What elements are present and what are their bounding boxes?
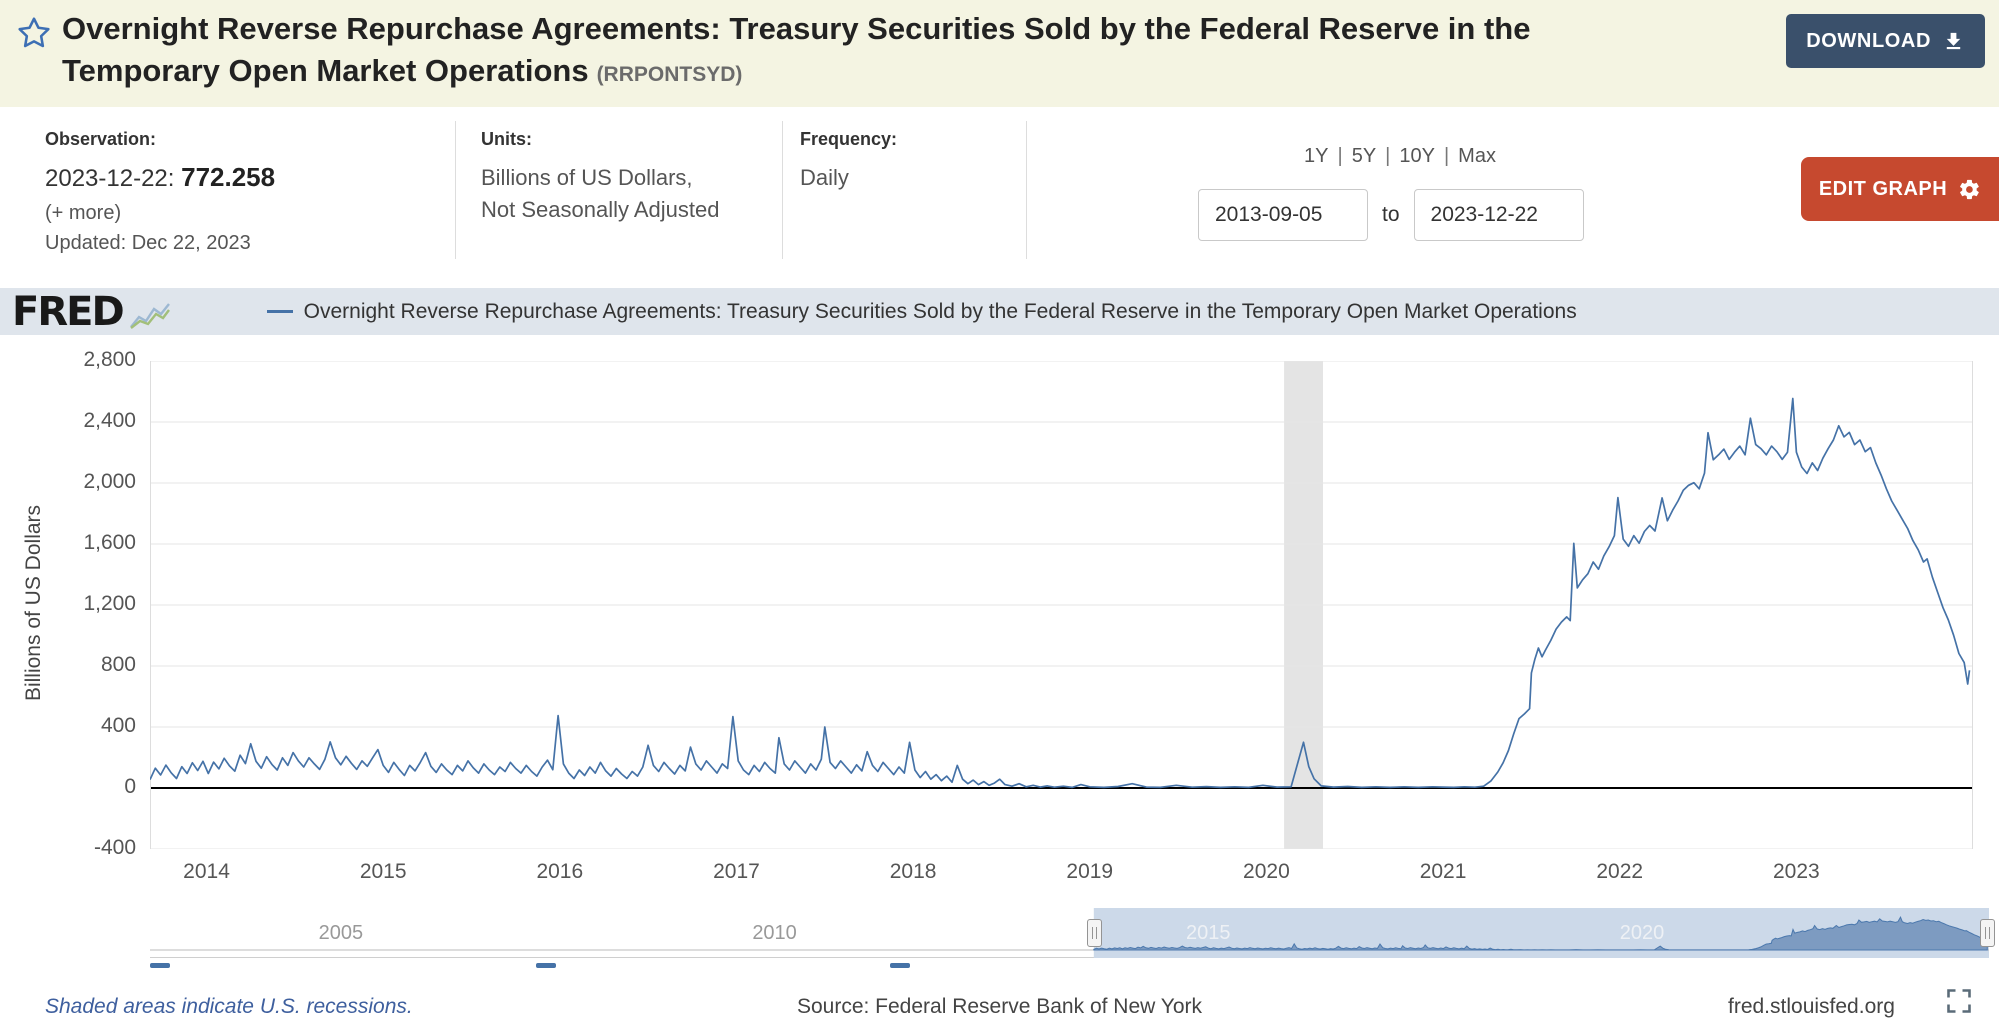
updated-date: Updated: Dec 22, 2023 <box>45 232 251 254</box>
meta-bar: Observation: 2023-12-22: 772.258 (+ more… <box>0 107 1999 268</box>
date-from-input[interactable] <box>1198 189 1368 241</box>
download-label: DOWNLOAD <box>1806 29 1931 52</box>
divider <box>455 121 456 259</box>
divider <box>782 121 783 259</box>
x-axis-tick-label: 2018 <box>889 860 937 883</box>
download-icon <box>1946 32 1961 49</box>
x-axis-tick-label: 2016 <box>536 860 584 883</box>
navigator[interactable]: 2005 2010 2015 2020 <box>150 908 1995 958</box>
y-axis-tick-label: 400 <box>100 714 136 737</box>
main-chart-plot[interactable] <box>150 361 1973 849</box>
fred-logo-chart-icon <box>129 302 170 329</box>
page-title: Overnight Reverse Repurchase Agreements:… <box>62 11 1531 88</box>
navigator-handle-right[interactable] <box>1980 919 1995 947</box>
cutoff-legend-dash <box>890 963 910 968</box>
navigator-year-label: 2010 <box>752 922 797 944</box>
legend-line-swatch <box>266 310 293 313</box>
y-axis-tick-label: 2,000 <box>83 470 136 493</box>
range-shortcuts: 1Y | 5Y | 10Y | Max <box>1230 145 1570 168</box>
series-header: Overnight Reverse Repurchase Agreements:… <box>0 0 1999 107</box>
edit-graph-button[interactable]: EDIT GRAPH <box>1801 157 1999 221</box>
observation-value-line: 2023-12-22: 772.258 <box>45 162 276 192</box>
observation-block: Observation: 2023-12-22: 772.258 (+ more… <box>45 129 275 262</box>
divider <box>1026 121 1027 259</box>
fred-logo: FRED <box>12 288 171 335</box>
gear-icon <box>1960 179 1979 199</box>
y-axis-tick-label: 2,800 <box>83 348 136 371</box>
favorite-star-icon[interactable] <box>16 15 52 51</box>
range-separator: | <box>1443 145 1450 167</box>
fullscreen-icon[interactable] <box>1944 987 1974 1017</box>
navigator-year-label: 2005 <box>318 922 364 944</box>
navigator-handle-left[interactable] <box>1086 919 1102 947</box>
range-separator: | <box>1337 145 1343 167</box>
x-axis-tick-label: 2020 <box>1243 860 1290 883</box>
range-5y[interactable]: 5Y <box>1351 145 1377 167</box>
series-id: (RRPONTSYD) <box>596 62 743 86</box>
x-axis-tick-label: 2021 <box>1419 860 1467 883</box>
range-max[interactable]: Max <box>1458 145 1496 167</box>
units-block: Units: Billions of US Dollars, Not Season… <box>481 129 720 226</box>
date-to-input[interactable] <box>1413 189 1584 241</box>
graph-header-band: FRED Overnight Reverse Repurchase Agreem… <box>0 288 1999 335</box>
download-button[interactable]: DOWNLOAD <box>1786 14 1985 68</box>
x-axis-tick-label: 2022 <box>1596 860 1644 883</box>
chart-legend: Overnight Reverse Repurchase Agreements:… <box>266 299 1577 324</box>
navigator-year-label: 2020 <box>1619 922 1665 944</box>
units-value: Billions of US Dollars, Not Seasonally Ad… <box>481 165 720 222</box>
units-label: Units: <box>481 129 532 149</box>
range-10y[interactable]: 10Y <box>1399 145 1435 167</box>
cutoff-legend-dash <box>150 963 170 968</box>
recessions-note-link[interactable]: Shaded areas indicate U.S. recessions. <box>45 995 413 1018</box>
observation-label: Observation: <box>45 129 157 149</box>
observation-value: 772.258 <box>181 162 276 192</box>
source-text: Source: Federal Reserve Bank of New York <box>796 995 1203 1018</box>
more-observations-link[interactable]: (+ more) <box>45 202 122 224</box>
x-axis-tick-label: 2017 <box>713 860 760 883</box>
x-axis-tick-label: 2023 <box>1772 860 1820 883</box>
navigator-year-label: 2015 <box>1186 922 1231 944</box>
legend-label: Overnight Reverse Repurchase Agreements:… <box>303 299 1577 323</box>
x-axis-tick-label: 2019 <box>1066 860 1114 883</box>
x-axis-tick-label: 2014 <box>183 860 230 883</box>
navigator-mini-chart <box>150 908 1989 958</box>
cutoff-legend-dash <box>536 963 556 968</box>
y-axis-tick-label: -400 <box>93 836 136 859</box>
frequency-label: Frequency: <box>800 129 898 149</box>
date-range-controls: to <box>1198 189 1584 241</box>
x-axis-tick-label: 2015 <box>359 860 407 883</box>
site-link[interactable]: fred.stlouisfed.org <box>1728 995 1895 1018</box>
to-label: to <box>1382 203 1400 226</box>
fred-logo-text: FRED <box>12 288 125 335</box>
y-axis-tick-label: 2,400 <box>83 409 136 432</box>
range-1y[interactable]: 1Y <box>1304 145 1329 167</box>
edit-graph-label: EDIT GRAPH <box>1818 177 1948 200</box>
y-axis-title: Billions of US Dollars <box>22 504 45 702</box>
frequency-value: Daily <box>800 165 849 190</box>
y-axis-tick-label: 0 <box>124 775 136 798</box>
range-separator: | <box>1385 145 1391 167</box>
frequency-block: Frequency: Daily <box>800 129 897 194</box>
